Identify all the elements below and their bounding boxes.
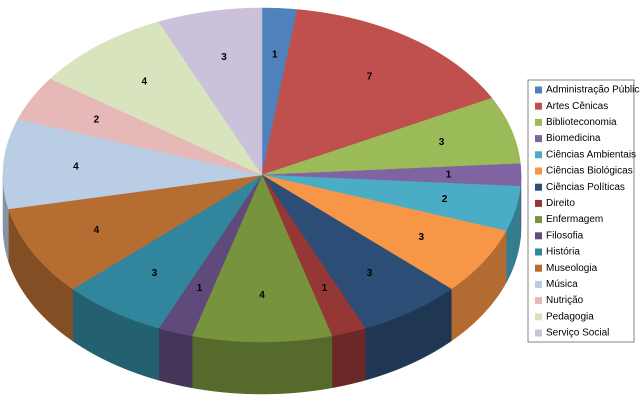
legend-swatch [535,248,542,256]
value-label: 4 [94,225,100,236]
value-labels: 1 7 3 1 2 3 3 1 4 1 3 4 4 2 4 3 [73,50,452,301]
slice [72,174,263,329]
slice [2,118,263,210]
legend-swatch [535,313,542,321]
value-label: 4 [259,290,265,301]
value-label: 7 [367,71,373,82]
value-label: 1 [322,283,328,294]
slice-side [331,327,366,389]
value-label: 1 [197,283,203,294]
legend-label: Artes Cênicas [546,101,608,112]
legend-label: Filosofia [546,230,584,241]
legend-label: Museologia [546,263,598,274]
legend-label: Biomedicina [546,133,601,144]
slice [8,174,263,290]
value-label: 1 [272,50,278,61]
value-label: 2 [442,194,448,205]
value-label: 1 [446,170,452,181]
slice [191,174,333,343]
legend-label: História [546,247,580,258]
legend-swatch [535,280,542,288]
legend-label: Direito [546,198,575,209]
slice-side [158,327,193,389]
value-label: 3 [221,52,227,63]
legend-swatch [535,183,542,191]
legend: Administração Pública Artes Cênicas Biblio… [535,85,640,339]
legend-swatch [535,199,542,207]
slice [49,21,263,176]
slice [261,163,522,187]
legend-label: Música [546,279,578,290]
legend-label: Ciências Ambientais [546,149,636,160]
slice [261,174,507,290]
legend-swatch [535,135,542,143]
value-label: 3 [439,137,445,148]
legend-label: Biblioteconomia [546,117,617,128]
legend-swatch [535,297,542,305]
value-label: 2 [94,114,100,125]
slice [261,174,452,329]
value-label: 3 [152,268,158,279]
pie-sides [2,174,522,395]
legend-swatch [535,264,542,272]
value-label: 3 [367,268,373,279]
slice-side [191,335,333,395]
slice [158,7,263,176]
slice [158,174,263,337]
legend-label: Ciências Biológicas [546,166,633,177]
legend-label: Serviço Social [546,328,609,339]
slice [261,174,366,337]
slice [261,174,521,232]
slice [17,78,263,176]
legend-swatch [535,102,542,110]
legend-label: Enfermagem [546,214,603,225]
legend-swatch [535,167,542,175]
value-label: 4 [73,161,79,172]
legend-box [527,79,635,343]
pie-tops [2,7,522,343]
value-label: 3 [419,232,425,243]
legend-swatch [535,86,542,94]
legend-swatch [535,329,542,337]
legend-label: Pedagogia [546,311,594,322]
legend-swatch [535,118,542,126]
slice [261,9,493,176]
legend-swatch [535,232,542,240]
legend-label: Ciências Políticas [546,182,625,193]
legend-label: Administração Pública [546,85,640,96]
slice [261,97,521,176]
legend-label: Nutrição [546,295,584,306]
legend-swatch [535,151,542,159]
value-label: 4 [142,76,148,87]
legend-swatch [535,216,542,224]
